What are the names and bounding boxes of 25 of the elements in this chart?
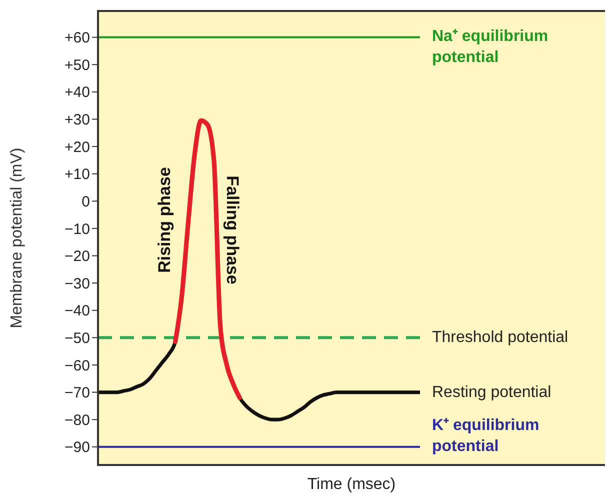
text: Resting potential — [432, 383, 552, 403]
y-tick-label: 0 — [82, 193, 90, 210]
y-tick-label: −20 — [64, 248, 90, 266]
y-tick-label: +20 — [64, 138, 90, 156]
y-tick-label: +40 — [64, 84, 90, 102]
ref-line-label: Threshold potential — [432, 328, 568, 348]
ref-line-label: Na⁺ equilibrium potential — [432, 27, 548, 68]
y-tick-label: +60 — [64, 30, 90, 47]
y-tick-label: −80 — [64, 412, 90, 429]
y-tick-label: −30 — [64, 275, 90, 292]
y-tick-label: −10 — [64, 220, 90, 238]
ref-line-label: K⁺ equilibrium potential — [432, 416, 540, 457]
y-tick-label: −90 — [64, 439, 90, 456]
annotation: Rising phase — [155, 167, 175, 273]
x-axis-title: Time (msec) — [306, 476, 397, 494]
y-tick-label: −50 — [64, 330, 90, 347]
y-tick-label: +30 — [64, 112, 90, 129]
y-tick-label: +10 — [64, 166, 90, 184]
y-tick-label: −60 — [64, 357, 90, 374]
y-tick-label: −40 — [64, 302, 90, 320]
y-axis-title: Membrane potential (mV) — [8, 148, 26, 328]
y-tick-label: −70 — [64, 384, 90, 402]
annotation: Falling phase — [222, 176, 242, 284]
y-tick-label: +50 — [64, 56, 90, 74]
line-series — [172, 118, 242, 400]
